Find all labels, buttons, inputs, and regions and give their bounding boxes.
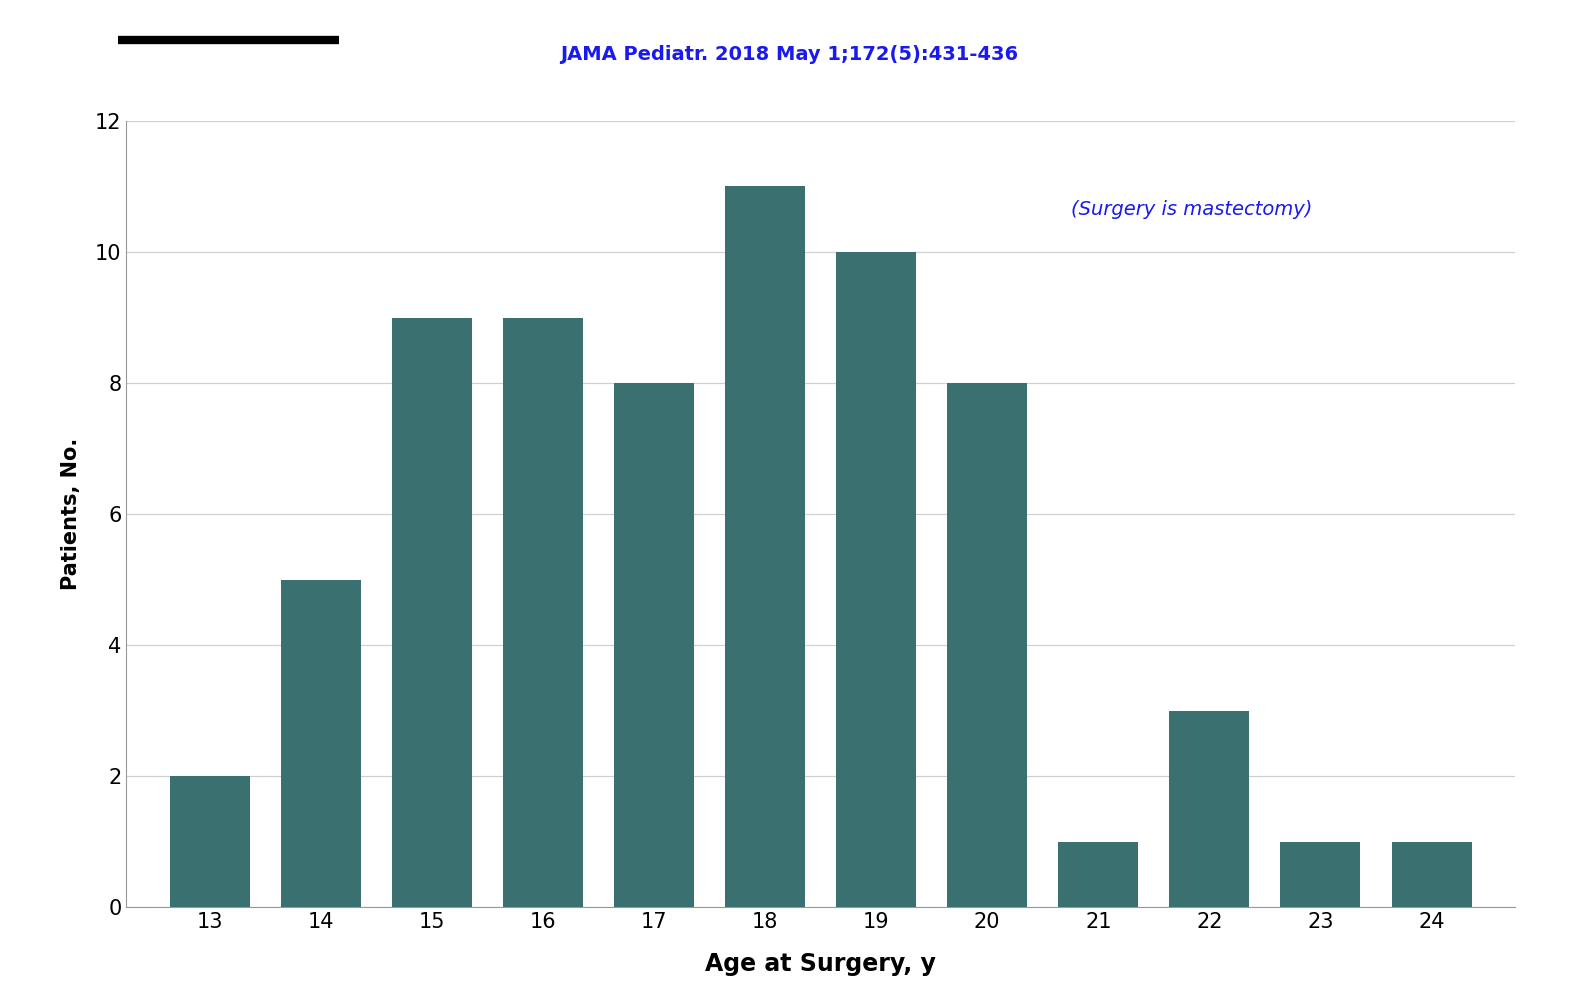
Bar bbox=[614, 383, 694, 907]
Text: JAMA Pediatr. 2018 May 1;172(5):431-436: JAMA Pediatr. 2018 May 1;172(5):431-436 bbox=[560, 45, 1018, 65]
Bar bbox=[1280, 842, 1360, 907]
Bar bbox=[724, 186, 805, 907]
Bar bbox=[1169, 711, 1250, 907]
Bar bbox=[836, 252, 917, 907]
Text: (Surgery is mastectomy): (Surgery is mastectomy) bbox=[1070, 200, 1311, 219]
Bar bbox=[169, 776, 249, 907]
X-axis label: Age at Surgery, y: Age at Surgery, y bbox=[705, 952, 936, 976]
Bar bbox=[947, 383, 1027, 907]
Bar bbox=[281, 580, 361, 907]
Bar bbox=[503, 318, 582, 907]
Bar bbox=[1059, 842, 1138, 907]
Bar bbox=[391, 318, 472, 907]
Bar bbox=[1392, 842, 1472, 907]
Y-axis label: Patients, No.: Patients, No. bbox=[62, 437, 80, 591]
